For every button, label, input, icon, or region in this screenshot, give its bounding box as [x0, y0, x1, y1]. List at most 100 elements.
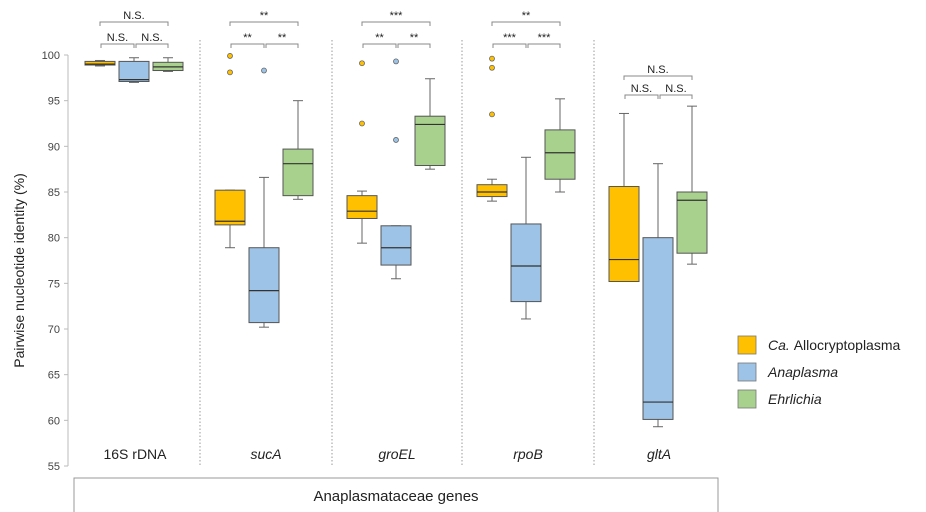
- gene-group: [608, 105, 708, 428]
- legend-item: Ehrlichia: [737, 389, 822, 409]
- bracket-line: [135, 43, 169, 48]
- bracket-line: [659, 94, 693, 99]
- legend-label: Anaplasma: [767, 364, 838, 380]
- outlier-point: [393, 58, 399, 65]
- significance-label: N.S.: [141, 32, 162, 44]
- legend-swatch: [737, 335, 757, 355]
- bracket-1-2: ***: [492, 32, 527, 48]
- bracket-1-2: N.S.: [624, 83, 659, 99]
- gene-label: rpoB: [513, 446, 543, 462]
- significance-label: N.S.: [107, 32, 128, 44]
- outlier-point: [489, 64, 495, 71]
- bracket-1-2: **: [230, 32, 265, 48]
- box-iqr: [346, 195, 378, 219]
- x-axis-label: Anaplasmataceae genes: [313, 488, 478, 505]
- bracket-1-3: N.S.: [99, 10, 169, 26]
- y-axis-label: Pairwise nucleotide identity (%): [11, 173, 27, 368]
- y-tick-label: 95: [48, 96, 60, 108]
- gene-label: 16S rDNA: [103, 446, 167, 462]
- bracket-2-3: **: [397, 32, 431, 48]
- outlier-point: [261, 67, 267, 74]
- significance-label: ***: [390, 10, 404, 22]
- gene-group: [214, 53, 314, 328]
- box-iqr: [676, 191, 708, 254]
- bracket-line: [230, 43, 265, 48]
- bracket-2-3: N.S.: [659, 83, 693, 99]
- significance-label: **: [278, 32, 287, 44]
- significance-label: ***: [538, 32, 552, 44]
- box-iqr: [642, 237, 674, 420]
- gene-group: [346, 58, 446, 280]
- bracket-line: [361, 21, 431, 26]
- outlier-point: [359, 60, 365, 67]
- bracket-line: [362, 43, 397, 48]
- bracket-1-3: **: [491, 10, 561, 26]
- significance-label: **: [243, 32, 252, 44]
- bracket-line: [265, 43, 299, 48]
- gene-label: sucA: [250, 446, 281, 462]
- box-iqr: [510, 223, 542, 303]
- bracket-line: [491, 21, 561, 26]
- bracket-1-2: N.S.: [100, 32, 135, 48]
- y-tick-label: 65: [48, 370, 60, 382]
- box-iqr: [414, 115, 446, 167]
- y-tick-label: 60: [48, 415, 60, 427]
- bracket-line: [100, 43, 135, 48]
- y-tick-label: 75: [48, 278, 60, 290]
- legend-label: Ehrlichia: [768, 391, 822, 407]
- y-tick-label: 70: [48, 324, 60, 336]
- bracket-line: [623, 75, 693, 80]
- y-tick-label: 80: [48, 233, 60, 245]
- bracket-2-3: ***: [527, 32, 561, 48]
- legend-label-rest: Allocryptoplasma: [794, 337, 901, 353]
- bracket-line: [624, 94, 659, 99]
- gene-label: groEL: [378, 446, 415, 462]
- box-iqr: [118, 60, 150, 82]
- significance-label: **: [375, 32, 384, 44]
- significance-label: **: [260, 10, 269, 22]
- box-iqr: [476, 184, 508, 198]
- outlier-point: [393, 137, 399, 143]
- bracket-1-3: ***: [361, 10, 431, 26]
- bracket-line: [527, 43, 561, 48]
- legend-item: Ca. Allocryptoplasma: [737, 335, 901, 355]
- gene-group: [84, 57, 184, 83]
- bracket-line: [492, 43, 527, 48]
- box-iqr: [282, 148, 314, 197]
- gene-labels: 16S rDNA sucA groEL rpoB gltA: [103, 446, 671, 462]
- y-axis: 55 60 65 70 75 80 85 90 95 100: [42, 50, 69, 473]
- legend-item: Anaplasma: [737, 362, 838, 382]
- gene-group: [476, 55, 576, 320]
- outlier-point: [227, 69, 233, 76]
- x-axis-label-box: [73, 477, 719, 512]
- boxes: [84, 53, 708, 428]
- bracket-1-3: **: [229, 10, 299, 26]
- bracket-2-3: N.S.: [135, 32, 169, 48]
- box-iqr: [380, 225, 412, 266]
- gene-separators: [199, 40, 595, 466]
- y-tick-label: 55: [48, 461, 60, 473]
- significance-label: ***: [503, 32, 517, 44]
- box-iqr: [84, 60, 116, 66]
- bracket-line: [397, 43, 431, 48]
- bracket-1-2: **: [362, 32, 397, 48]
- x-axis-footer: Anaplasmataceae genes: [73, 477, 719, 512]
- significance-label: N.S.: [665, 83, 686, 95]
- bracket-2-3: **: [265, 32, 299, 48]
- box-iqr: [214, 189, 246, 226]
- y-tick-label: 100: [42, 50, 60, 62]
- bracket-1-3: N.S.: [623, 64, 693, 80]
- legend: Ca. Allocryptoplasma Anaplasma Ehrlichia: [737, 335, 901, 409]
- legend-label: Ca. Allocryptoplasma: [768, 337, 901, 353]
- significance-brackets: N.S.N.S. N.S.**** ******* ******* ***N.S.N.S…: [99, 10, 693, 99]
- bracket-line: [99, 21, 169, 26]
- significance-label: **: [410, 32, 419, 44]
- outlier-point: [227, 53, 233, 59]
- box-iqr: [544, 129, 576, 180]
- significance-label: N.S.: [647, 64, 668, 76]
- significance-label: N.S.: [631, 83, 652, 95]
- outlier-point: [359, 120, 365, 127]
- significance-label: **: [522, 10, 531, 22]
- box-iqr: [248, 247, 280, 324]
